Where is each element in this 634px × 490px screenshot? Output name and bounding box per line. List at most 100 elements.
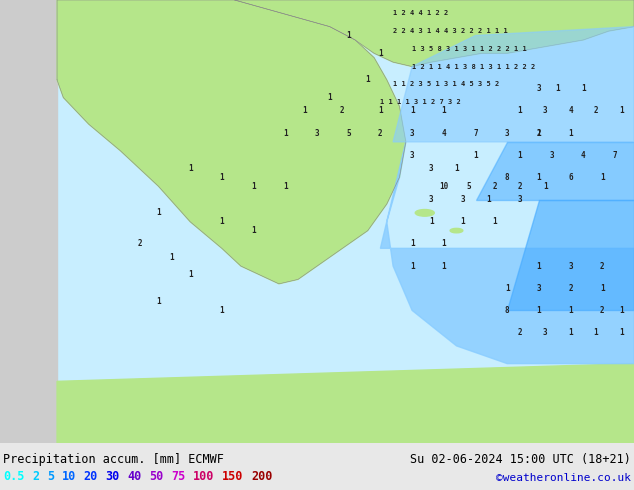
Text: 1: 1 (410, 262, 415, 270)
Text: 1: 1 (169, 253, 174, 262)
Text: 1: 1 (365, 75, 370, 84)
Text: 5: 5 (47, 470, 54, 483)
Polygon shape (235, 0, 634, 67)
Text: 1: 1 (600, 284, 605, 293)
Text: 1: 1 (581, 84, 586, 93)
Text: 1: 1 (555, 84, 560, 93)
Text: 2: 2 (600, 262, 605, 270)
Text: 75: 75 (171, 470, 185, 483)
Text: 2: 2 (517, 328, 522, 337)
Polygon shape (507, 199, 634, 311)
Text: 5: 5 (346, 128, 351, 138)
Text: 1: 1 (536, 173, 541, 182)
Text: 1: 1 (536, 262, 541, 270)
Text: 2: 2 (600, 306, 605, 315)
Text: 150: 150 (222, 470, 243, 483)
Text: 1: 1 (460, 217, 465, 226)
Text: 50: 50 (149, 470, 163, 483)
Text: 1: 1 (219, 306, 224, 315)
Text: 8: 8 (505, 306, 510, 315)
Text: 1: 1 (410, 106, 415, 115)
Ellipse shape (415, 210, 434, 216)
Text: 2: 2 (137, 240, 142, 248)
Text: 1: 1 (251, 182, 256, 191)
Text: 2: 2 (340, 106, 345, 115)
Text: 1: 1 (593, 328, 598, 337)
Text: 6: 6 (568, 173, 573, 182)
Text: 10: 10 (61, 470, 75, 483)
Text: 7: 7 (612, 151, 618, 160)
Text: 1: 1 (188, 270, 193, 279)
Text: 1: 1 (410, 240, 415, 248)
Polygon shape (57, 0, 406, 284)
Text: 1 3 5 8 3 1 3 1 1 2 2 2 1 1: 1 3 5 8 3 1 3 1 1 2 2 2 1 1 (412, 46, 527, 52)
Text: 1: 1 (441, 240, 446, 248)
Text: 8: 8 (505, 173, 510, 182)
Text: 2: 2 (593, 106, 598, 115)
Polygon shape (57, 364, 634, 443)
Text: 1: 1 (517, 106, 522, 115)
Text: 3: 3 (543, 328, 548, 337)
Text: 1: 1 (441, 106, 446, 115)
Text: 1: 1 (302, 106, 307, 115)
Text: 1: 1 (486, 195, 491, 204)
Text: 1 2 4 4 1 2 2: 1 2 4 4 1 2 2 (393, 10, 448, 16)
Text: 3: 3 (568, 262, 573, 270)
Text: 2: 2 (32, 470, 39, 483)
Text: 1: 1 (188, 164, 193, 173)
Text: 3: 3 (429, 195, 434, 204)
Text: 2: 2 (517, 182, 522, 191)
Text: 1: 1 (568, 128, 573, 138)
Text: 3: 3 (314, 128, 320, 138)
Text: 1: 1 (505, 284, 510, 293)
Text: 1: 1 (619, 106, 624, 115)
Text: 2: 2 (536, 128, 541, 138)
Text: 1: 1 (441, 262, 446, 270)
Ellipse shape (450, 228, 463, 233)
Text: 1: 1 (378, 106, 383, 115)
Text: 1 1 2 3 5 1 3 1 4 5 3 5 2: 1 1 2 3 5 1 3 1 4 5 3 5 2 (393, 81, 500, 87)
Text: 7: 7 (473, 128, 478, 138)
Text: 10: 10 (439, 182, 448, 191)
Text: 100: 100 (193, 470, 214, 483)
Text: 1: 1 (492, 217, 497, 226)
Text: 1: 1 (619, 306, 624, 315)
Text: Su 02-06-2024 15:00 UTC (18+21): Su 02-06-2024 15:00 UTC (18+21) (410, 453, 631, 466)
Text: 3: 3 (536, 84, 541, 93)
Text: 1: 1 (219, 217, 224, 226)
Text: 1: 1 (517, 151, 522, 160)
Text: 1: 1 (156, 208, 161, 218)
Text: 3: 3 (410, 128, 415, 138)
Text: 1: 1 (454, 164, 459, 173)
Text: 40: 40 (127, 470, 141, 483)
Text: 1: 1 (156, 297, 161, 306)
Text: 1 1 1 1 3 1 2 7 3 2: 1 1 1 1 3 1 2 7 3 2 (380, 99, 461, 105)
Polygon shape (476, 142, 634, 199)
Text: 1: 1 (568, 306, 573, 315)
Polygon shape (393, 26, 634, 142)
Text: 3: 3 (517, 195, 522, 204)
Text: 5: 5 (467, 182, 472, 191)
Text: Precipitation accum. [mm] ECMWF: Precipitation accum. [mm] ECMWF (3, 453, 224, 466)
Text: 2: 2 (378, 128, 383, 138)
Text: 1: 1 (619, 328, 624, 337)
Text: 2: 2 (568, 284, 573, 293)
Text: 200: 200 (251, 470, 273, 483)
Text: 1: 1 (568, 328, 573, 337)
Text: 3: 3 (410, 151, 415, 160)
Text: 1: 1 (600, 173, 605, 182)
Text: 1: 1 (283, 182, 288, 191)
Text: 2: 2 (492, 182, 497, 191)
Text: 1: 1 (378, 49, 383, 58)
Text: 3: 3 (505, 128, 510, 138)
Bar (0, 0, 57, 443)
Text: ©weatheronline.co.uk: ©weatheronline.co.uk (496, 473, 631, 483)
Text: 4: 4 (581, 151, 586, 160)
Text: 1: 1 (536, 306, 541, 315)
Text: 3: 3 (429, 164, 434, 173)
Text: 1 2 1 1 4 1 3 8 1 3 1 1 2 2 2: 1 2 1 1 4 1 3 8 1 3 1 1 2 2 2 (412, 64, 535, 70)
Polygon shape (380, 142, 634, 364)
Text: 1: 1 (327, 93, 332, 102)
Text: 2 2 4 3 1 4 4 3 2 2 2 1 1 1: 2 2 4 3 1 4 4 3 2 2 2 1 1 1 (393, 28, 508, 34)
Text: 20: 20 (84, 470, 98, 483)
